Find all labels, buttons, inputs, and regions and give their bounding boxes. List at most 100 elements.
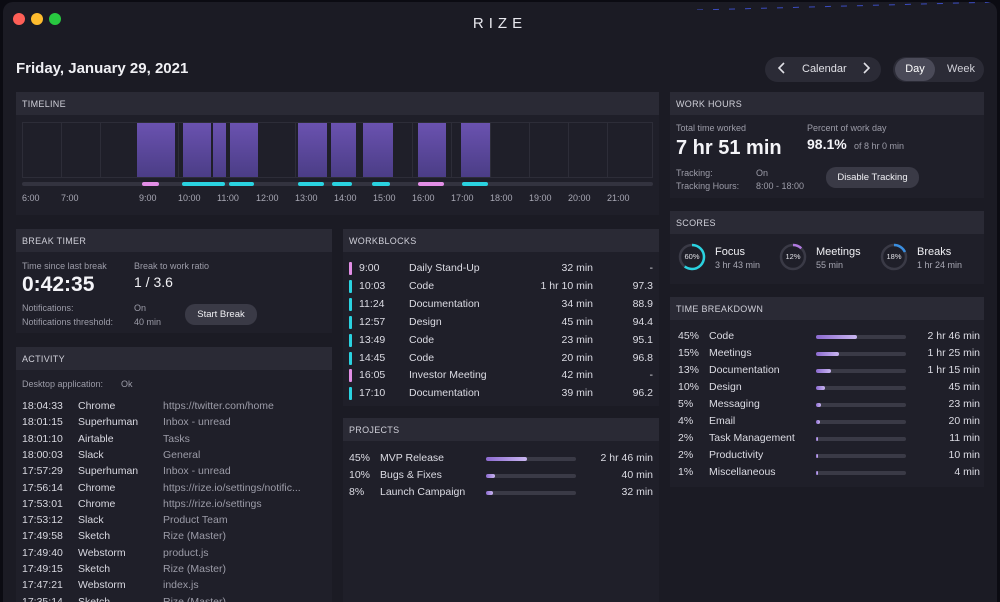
score-ring-progress (880, 243, 908, 271)
breakdown-name: Task Management (709, 432, 795, 445)
total-time-value: 7 hr 51 min (676, 137, 782, 159)
workblock-row[interactable]: 14:45 Code 20 min 96.8 (343, 351, 659, 367)
activity-detail: index.js (163, 579, 199, 592)
project-progress-bar (486, 457, 576, 461)
start-break-button[interactable]: Start Break (185, 304, 257, 325)
activity-detail: Rize (Master) (163, 530, 227, 543)
timeline-block[interactable] (461, 123, 490, 177)
workblock-row[interactable]: 11:24 Documentation 34 min 88.9 (343, 297, 659, 313)
project-row[interactable]: 8% Launch Campaign 32 min (343, 486, 659, 501)
breakdown-row[interactable]: 10% Design 45 min (670, 381, 984, 396)
calendar-button[interactable]: Calendar (802, 63, 847, 75)
activity-time: 17:53:12 (22, 514, 63, 527)
breakdown-time: 1 hr 25 min (927, 347, 980, 360)
breakdown-row[interactable]: 2% Productivity 10 min (670, 449, 984, 464)
workblocks-title: WORKBLOCKS (343, 229, 659, 252)
workblock-row[interactable]: 17:10 Documentation 39 min 96.2 (343, 387, 659, 402)
activity-row[interactable]: 17:49:40 Webstorm product.js (16, 547, 332, 562)
activity-row[interactable]: 17:57:29 Superhuman Inbox - unread (16, 465, 332, 480)
activity-time: 17:49:40 (22, 546, 63, 559)
timeline-block[interactable] (418, 123, 446, 177)
breakdown-progress-fill (816, 454, 818, 459)
title-bar: RIZE (3, 2, 997, 42)
activity-detail: Product Team (163, 514, 228, 527)
score-ring-progress (678, 243, 706, 271)
activity-row[interactable]: 17:53:01 Chrome https://rize.io/settings (16, 498, 332, 513)
timeline-chart[interactable] (22, 122, 653, 178)
timeline-block[interactable] (363, 123, 393, 177)
workblock-row[interactable]: 9:00 Daily Stand-Up 32 min - (343, 262, 659, 277)
breakdown-percent: 2% (678, 432, 694, 445)
score-label: Focus (715, 246, 745, 258)
breakdown-time: 1 hr 15 min (927, 364, 980, 377)
breakdown-name: Design (709, 381, 742, 394)
desktop-app-status: Ok (121, 379, 133, 389)
project-time: 2 hr 46 min (600, 452, 653, 464)
timeline-block[interactable] (230, 123, 258, 177)
workblock-row[interactable]: 12:57 Design 45 min 94.4 (343, 315, 659, 331)
project-row[interactable]: 45% MVP Release 2 hr 46 min (343, 452, 659, 467)
workblock-row[interactable]: 16:05 Investor Meeting 42 min - (343, 369, 659, 384)
chevron-right-icon[interactable] (861, 61, 871, 78)
activity-row[interactable]: 17:47:21 Webstorm index.js (16, 579, 332, 594)
activity-row[interactable]: 17:53:12 Slack Product Team (16, 514, 332, 529)
workblock-color-marker (349, 262, 352, 275)
disable-tracking-button[interactable]: Disable Tracking (826, 167, 919, 188)
activity-row[interactable]: 18:04:33 Chrome https://twitter.com/home (16, 400, 332, 415)
workblock-row[interactable]: 13:49 Code 23 min 95.1 (343, 333, 659, 349)
workblock-marker (462, 182, 488, 186)
project-row[interactable]: 10% Bugs & Fixes 40 min (343, 469, 659, 484)
activity-row[interactable]: 18:01:10 Airtable Tasks (16, 433, 332, 448)
notifications-value: On (134, 303, 147, 313)
time-since-break-label: Time since last break (22, 261, 107, 271)
activity-row[interactable]: 17:56:14 Chrome https://rize.io/settings/n… (16, 482, 332, 497)
timeline-hour-label: 9:00 (139, 193, 157, 203)
score-sub: 3 hr 43 min (715, 260, 761, 270)
time-breakdown-title: TIME BREAKDOWN (670, 297, 984, 320)
activity-row[interactable]: 17:49:15 Sketch Rize (Master) (16, 563, 332, 578)
timeline-block[interactable] (331, 123, 356, 177)
breakdown-progress-bar (816, 335, 906, 339)
breakdown-time: 45 min (948, 381, 980, 394)
window-decoration (697, 2, 997, 10)
timeline-block[interactable] (298, 123, 327, 177)
breakdown-row[interactable]: 1% Miscellaneous 4 min (670, 466, 984, 481)
workblock-start: 14:45 (359, 351, 386, 364)
zoom-window-button[interactable] (49, 13, 61, 25)
workblock-name: Documentation (409, 297, 480, 310)
close-window-button[interactable] (13, 13, 25, 25)
timeline-block[interactable] (213, 123, 226, 177)
breakdown-row[interactable]: 5% Messaging 23 min (670, 398, 984, 413)
activity-time: 18:04:33 (22, 400, 63, 412)
workblock-name: Investor Meeting (409, 369, 487, 382)
timeline-workblock-bar (22, 182, 653, 186)
score-item: 12% Meetings 55 min (779, 243, 879, 275)
timeline-hour-label: 20:00 (568, 193, 591, 203)
score-item: 60% Focus 3 hr 43 min (678, 243, 778, 275)
breakdown-row[interactable]: 15% Meetings 1 hr 25 min (670, 347, 984, 362)
breakdown-row[interactable]: 2% Task Management 11 min (670, 432, 984, 447)
work-hours-panel: WORK HOURS Total time worked 7 hr 51 min… (670, 92, 984, 198)
timeline-block[interactable] (183, 123, 211, 177)
workblock-row[interactable]: 10:03 Code 1 hr 10 min 97.3 (343, 279, 659, 295)
workblock-start: 12:57 (359, 315, 386, 328)
activity-row[interactable]: 17:49:58 Sketch Rize (Master) (16, 530, 332, 545)
week-view-button[interactable]: Week (947, 63, 975, 75)
activity-detail: Rize (Master) (163, 595, 227, 602)
activity-app: Chrome (78, 481, 116, 494)
minimize-window-button[interactable] (31, 13, 43, 25)
timeline-block[interactable] (137, 123, 175, 177)
timeline-hour-label: 11:00 (217, 193, 239, 203)
activity-row[interactable]: 18:01:15 Superhuman Inbox - unread (16, 416, 332, 431)
activity-row[interactable]: 18:00:03 Slack General (16, 449, 332, 464)
day-view-button[interactable]: Day (895, 58, 935, 81)
breakdown-row[interactable]: 45% Code 2 hr 46 min (670, 330, 984, 345)
workblock-duration: 20 min (561, 351, 593, 364)
activity-row[interactable]: 17:35:14 Sketch Rize (Master) (16, 596, 332, 602)
breakdown-percent: 4% (678, 415, 694, 428)
breakdown-row[interactable]: 13% Documentation 1 hr 15 min (670, 364, 984, 379)
activity-time: 18:01:15 (22, 416, 63, 429)
workblock-duration: 34 min (561, 297, 593, 310)
breakdown-row[interactable]: 4% Email 20 min (670, 415, 984, 430)
chevron-left-icon[interactable] (777, 61, 787, 78)
